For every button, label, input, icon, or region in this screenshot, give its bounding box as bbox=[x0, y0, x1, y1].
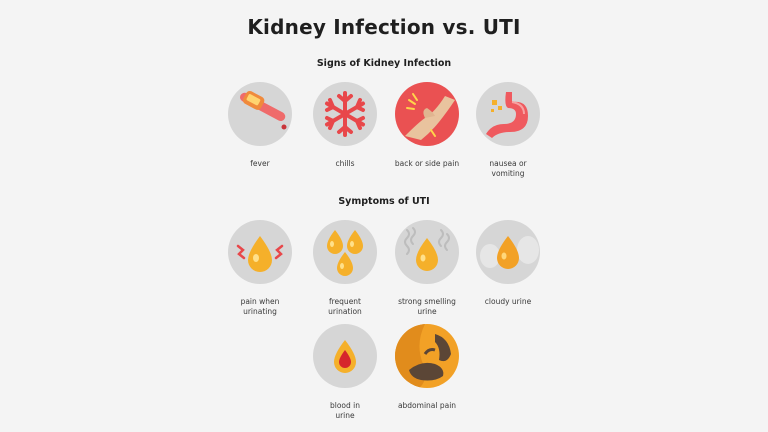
multiple-drops-icon bbox=[313, 220, 377, 284]
sign-label-nausea: nausea or vomiting bbox=[489, 159, 527, 178]
symptom-frequent-urination: frequent urination bbox=[295, 220, 395, 317]
sign-label-back-pain: back or side pain bbox=[394, 159, 460, 168]
section-title-kidney-infection: Signs of Kidney Infection bbox=[316, 58, 452, 69]
odor-drop-icon bbox=[395, 220, 459, 284]
symptom-strong-smelling: strong smelling urine bbox=[377, 220, 477, 317]
sign-back-pain: back or side pain bbox=[377, 82, 477, 169]
symptom-cloudy-urine: cloudy urine bbox=[458, 220, 558, 307]
stomach-icon bbox=[476, 82, 540, 146]
symptom-label-blood-in-urine: blood in urine bbox=[329, 401, 360, 420]
symptom-label-cloudy-urine: cloudy urine bbox=[484, 297, 532, 306]
symptom-label-frequent-urination: frequent urination bbox=[328, 297, 362, 316]
back-pain-icon bbox=[395, 82, 459, 146]
symptom-pain-urinating: pain when urinating bbox=[210, 220, 310, 317]
sign-chills: chills bbox=[295, 82, 395, 169]
cloudy-drop-icon bbox=[476, 220, 540, 284]
sign-label-fever: fever bbox=[250, 159, 270, 168]
blood-drop-icon bbox=[313, 324, 377, 388]
symptom-label-pain-urinating: pain when urinating bbox=[240, 297, 280, 316]
section-title-uti: Symptoms of UTI bbox=[338, 196, 430, 207]
sign-nausea: nausea or vomiting bbox=[458, 82, 558, 179]
symptom-label-abdominal-pain: abdominal pain bbox=[397, 401, 457, 410]
abdomen-pain-icon bbox=[395, 324, 459, 388]
symptom-label-strong-smelling: strong smelling urine bbox=[398, 297, 456, 316]
thermometer-icon bbox=[228, 82, 292, 146]
sign-fever: fever bbox=[210, 82, 310, 169]
snowflake-icon bbox=[313, 82, 377, 146]
page-title: Kidney Infection vs. UTI bbox=[247, 15, 521, 39]
sign-label-chills: chills bbox=[335, 159, 355, 168]
symptom-abdominal-pain: abdominal pain bbox=[377, 324, 477, 411]
painful-drop-icon bbox=[228, 220, 292, 284]
symptom-blood-in-urine: blood in urine bbox=[295, 324, 395, 421]
